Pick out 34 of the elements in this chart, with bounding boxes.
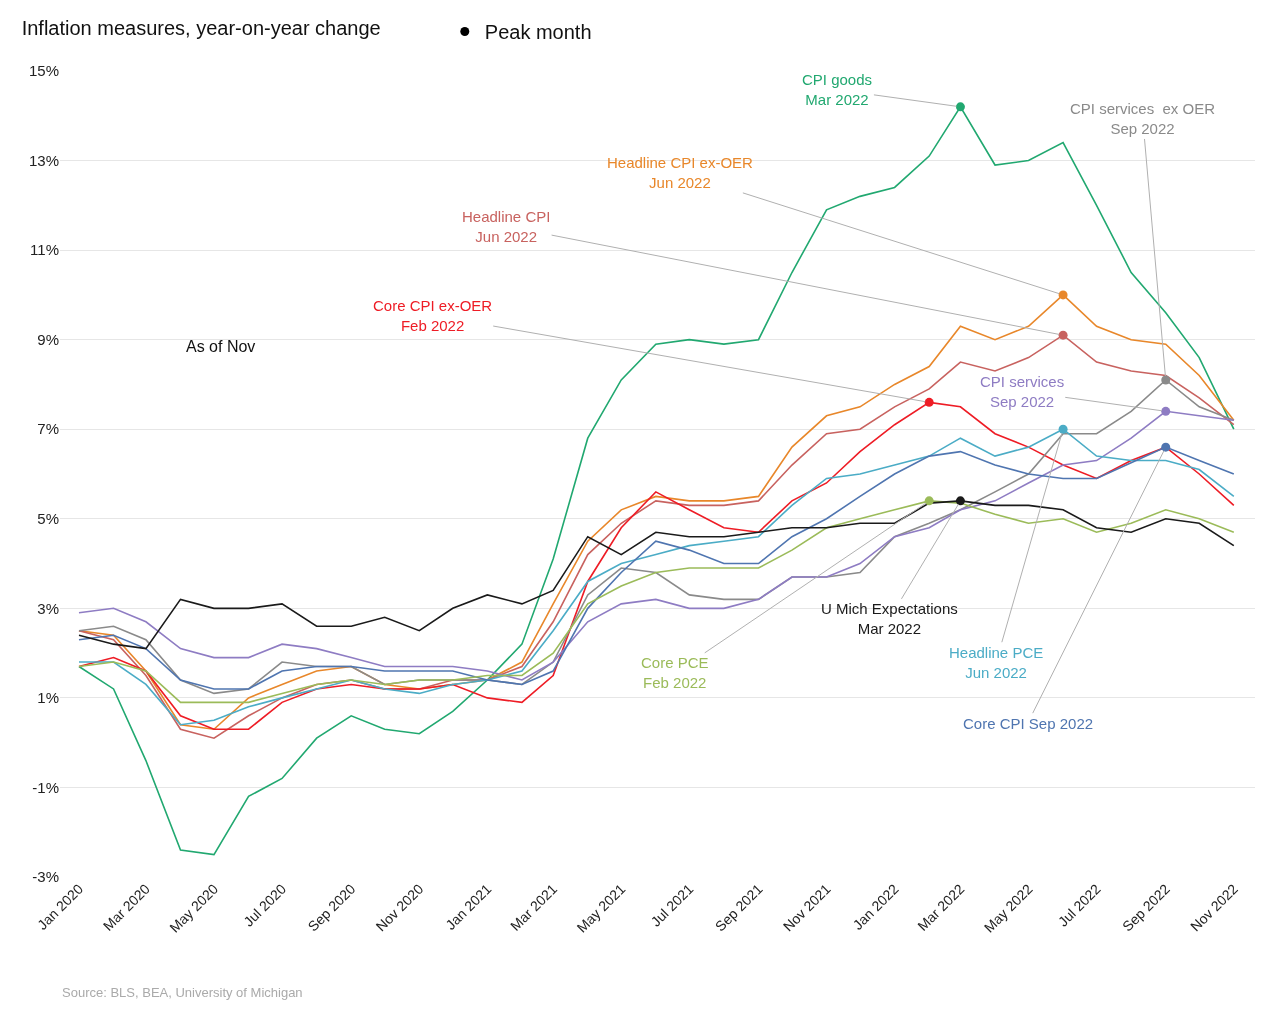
point [1058,290,1068,300]
annotation: U Mich Expectations Mar 2022 [821,600,958,637]
annotation: CPI services Sep 2022 [980,373,1065,410]
y-tick-label: 15% [28,62,59,80]
y-tick-label: 9% [37,330,59,348]
annotation: CPI goods Mar 2022 [802,71,873,108]
point [1161,375,1171,385]
chart-title: Inflation measures, year-on-year change [21,17,381,39]
point [955,102,965,112]
annotation: Headline PCE Jun 2022 [949,644,1044,681]
y-tick-label: -3% [32,868,59,886]
source-note: Source: BLS, BEA, University of Michigan [62,985,303,1000]
annotation: Headline CPI Jun 2022 [462,208,551,245]
annotation: Core PCE Feb 2022 [641,654,709,691]
point [1161,442,1171,452]
point [1058,424,1068,434]
y-tick-label: 13% [28,151,59,169]
y-tick-label: 11% [30,241,59,259]
point [924,397,934,407]
y-tick-label: 7% [37,420,59,438]
annotation: Core CPI Sep 2022 [963,715,1094,732]
y-tick-label: 5% [37,510,59,528]
annotation: As of Nov [186,338,256,355]
point [1161,406,1171,416]
y-tick-label: 1% [37,689,59,707]
annotation: CPI services ex OER Sep 2022 [1070,100,1216,137]
y-tick-label: -1% [32,778,59,796]
annotation: Headline CPI ex-OER Jun 2022 [607,154,754,191]
point [955,496,965,506]
point [924,496,934,506]
point [1058,330,1068,340]
annotation: Core CPI ex-OER Feb 2022 [373,297,493,334]
text: Peak month [484,21,592,44]
y-tick-label: 3% [37,599,59,617]
